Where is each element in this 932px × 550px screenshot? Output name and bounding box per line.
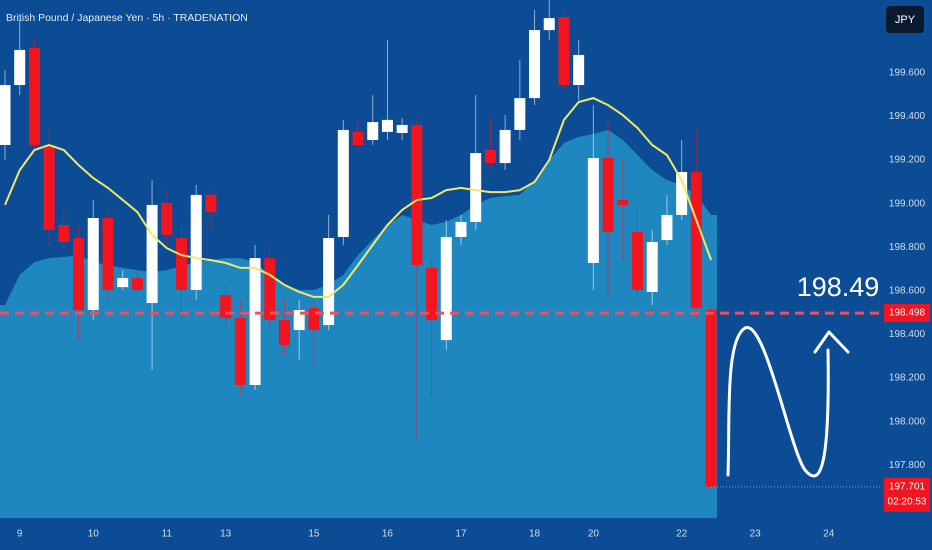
y-tick-label: 198.200: [889, 373, 926, 384]
candle-body: [58, 224, 70, 242]
candle-body: [352, 131, 364, 145]
candle-body: [499, 129, 511, 164]
candle-body: [455, 221, 467, 237]
hand-drawn-arrow: [813, 330, 850, 354]
candle-body: [573, 54, 585, 86]
plot: [0, 0, 880, 518]
x-tick-label: 18: [529, 529, 541, 540]
candle-body: [264, 258, 276, 321]
candle-body: [632, 231, 644, 290]
candle-body: [190, 194, 202, 290]
y-tick-label: 199.200: [889, 155, 926, 166]
candle-body: [602, 158, 614, 232]
candle-body: [131, 277, 143, 290]
candle-body: [587, 158, 599, 263]
candle-body: [529, 30, 541, 99]
candle-body: [411, 124, 423, 266]
y-tick-label: 199.600: [889, 67, 926, 78]
x-tick-label: 17: [455, 529, 467, 540]
y-tick-label: 198.000: [889, 416, 926, 427]
candle-body: [367, 122, 379, 140]
x-tick-label: 11: [162, 529, 173, 540]
candle-body: [278, 320, 290, 346]
last-price-label: 197.701: [889, 481, 926, 492]
candle-body: [705, 310, 717, 487]
candle-body: [14, 49, 26, 86]
y-tick-label: 199.400: [889, 111, 926, 122]
candle-body: [617, 199, 629, 205]
candle-body: [676, 172, 688, 215]
candle-body: [690, 172, 702, 309]
candle-body: [661, 214, 673, 241]
candle-body: [470, 153, 482, 222]
candle-body: [87, 218, 99, 311]
candle-body: [0, 85, 11, 145]
candle-body: [440, 236, 452, 341]
candle-body: [43, 144, 55, 231]
level-label: 198.498: [889, 308, 926, 319]
x-tick-label: 16: [382, 529, 394, 540]
x-tick-label: 23: [750, 529, 762, 540]
chart-title: British Pound / Japanese Yen · 5h · TRAD…: [6, 12, 248, 24]
candle-body: [293, 310, 305, 331]
x-tick-label: 15: [308, 529, 320, 540]
candle-body: [117, 277, 129, 288]
candle-body: [28, 47, 40, 145]
candle-body: [646, 241, 658, 292]
candle-body: [426, 267, 438, 321]
candle-body: [249, 258, 261, 386]
candle-body: [220, 294, 232, 319]
candle-body: [484, 149, 496, 164]
x-tick-label: 22: [676, 529, 688, 540]
x-tick-label: 24: [823, 529, 835, 540]
candle-body: [396, 124, 408, 133]
currency-label[interactable]: JPY: [895, 14, 916, 26]
x-tick-label: 10: [88, 529, 100, 540]
y-tick-label: 199.000: [889, 198, 926, 209]
currency-button[interactable]: [886, 6, 924, 33]
y-tick-label: 197.800: [889, 460, 926, 471]
candle-body: [558, 17, 570, 86]
candle-body: [234, 318, 246, 386]
level-label-box: [884, 304, 930, 323]
x-tick-label: 9: [17, 529, 23, 540]
candle-body: [176, 238, 188, 290]
candle-body: [73, 238, 85, 311]
candle-body: [381, 119, 393, 132]
candle-body: [323, 238, 335, 326]
candle-body: [205, 194, 217, 213]
ema-line: [4, 97, 713, 298]
x-tick-label: 13: [220, 529, 232, 540]
candle-body: [514, 98, 526, 130]
last-price-box: [884, 477, 930, 512]
y-tick-label: 198.800: [889, 242, 926, 253]
countdown: 02:20:53: [888, 496, 927, 507]
area-fill: [0, 129, 718, 518]
annotation: 198.49: [797, 272, 880, 302]
x-tick-label: 20: [588, 529, 600, 540]
candle-body: [146, 204, 158, 304]
candle-body: [308, 308, 320, 331]
y-tick-label: 198.400: [889, 329, 926, 340]
candle-body: [161, 202, 173, 236]
hand-drawn-curve: [726, 326, 830, 478]
candle-body: [102, 218, 114, 290]
candle-body: [543, 18, 555, 31]
candle-body: [337, 129, 349, 237]
y-tick-label: 198.600: [889, 285, 926, 296]
